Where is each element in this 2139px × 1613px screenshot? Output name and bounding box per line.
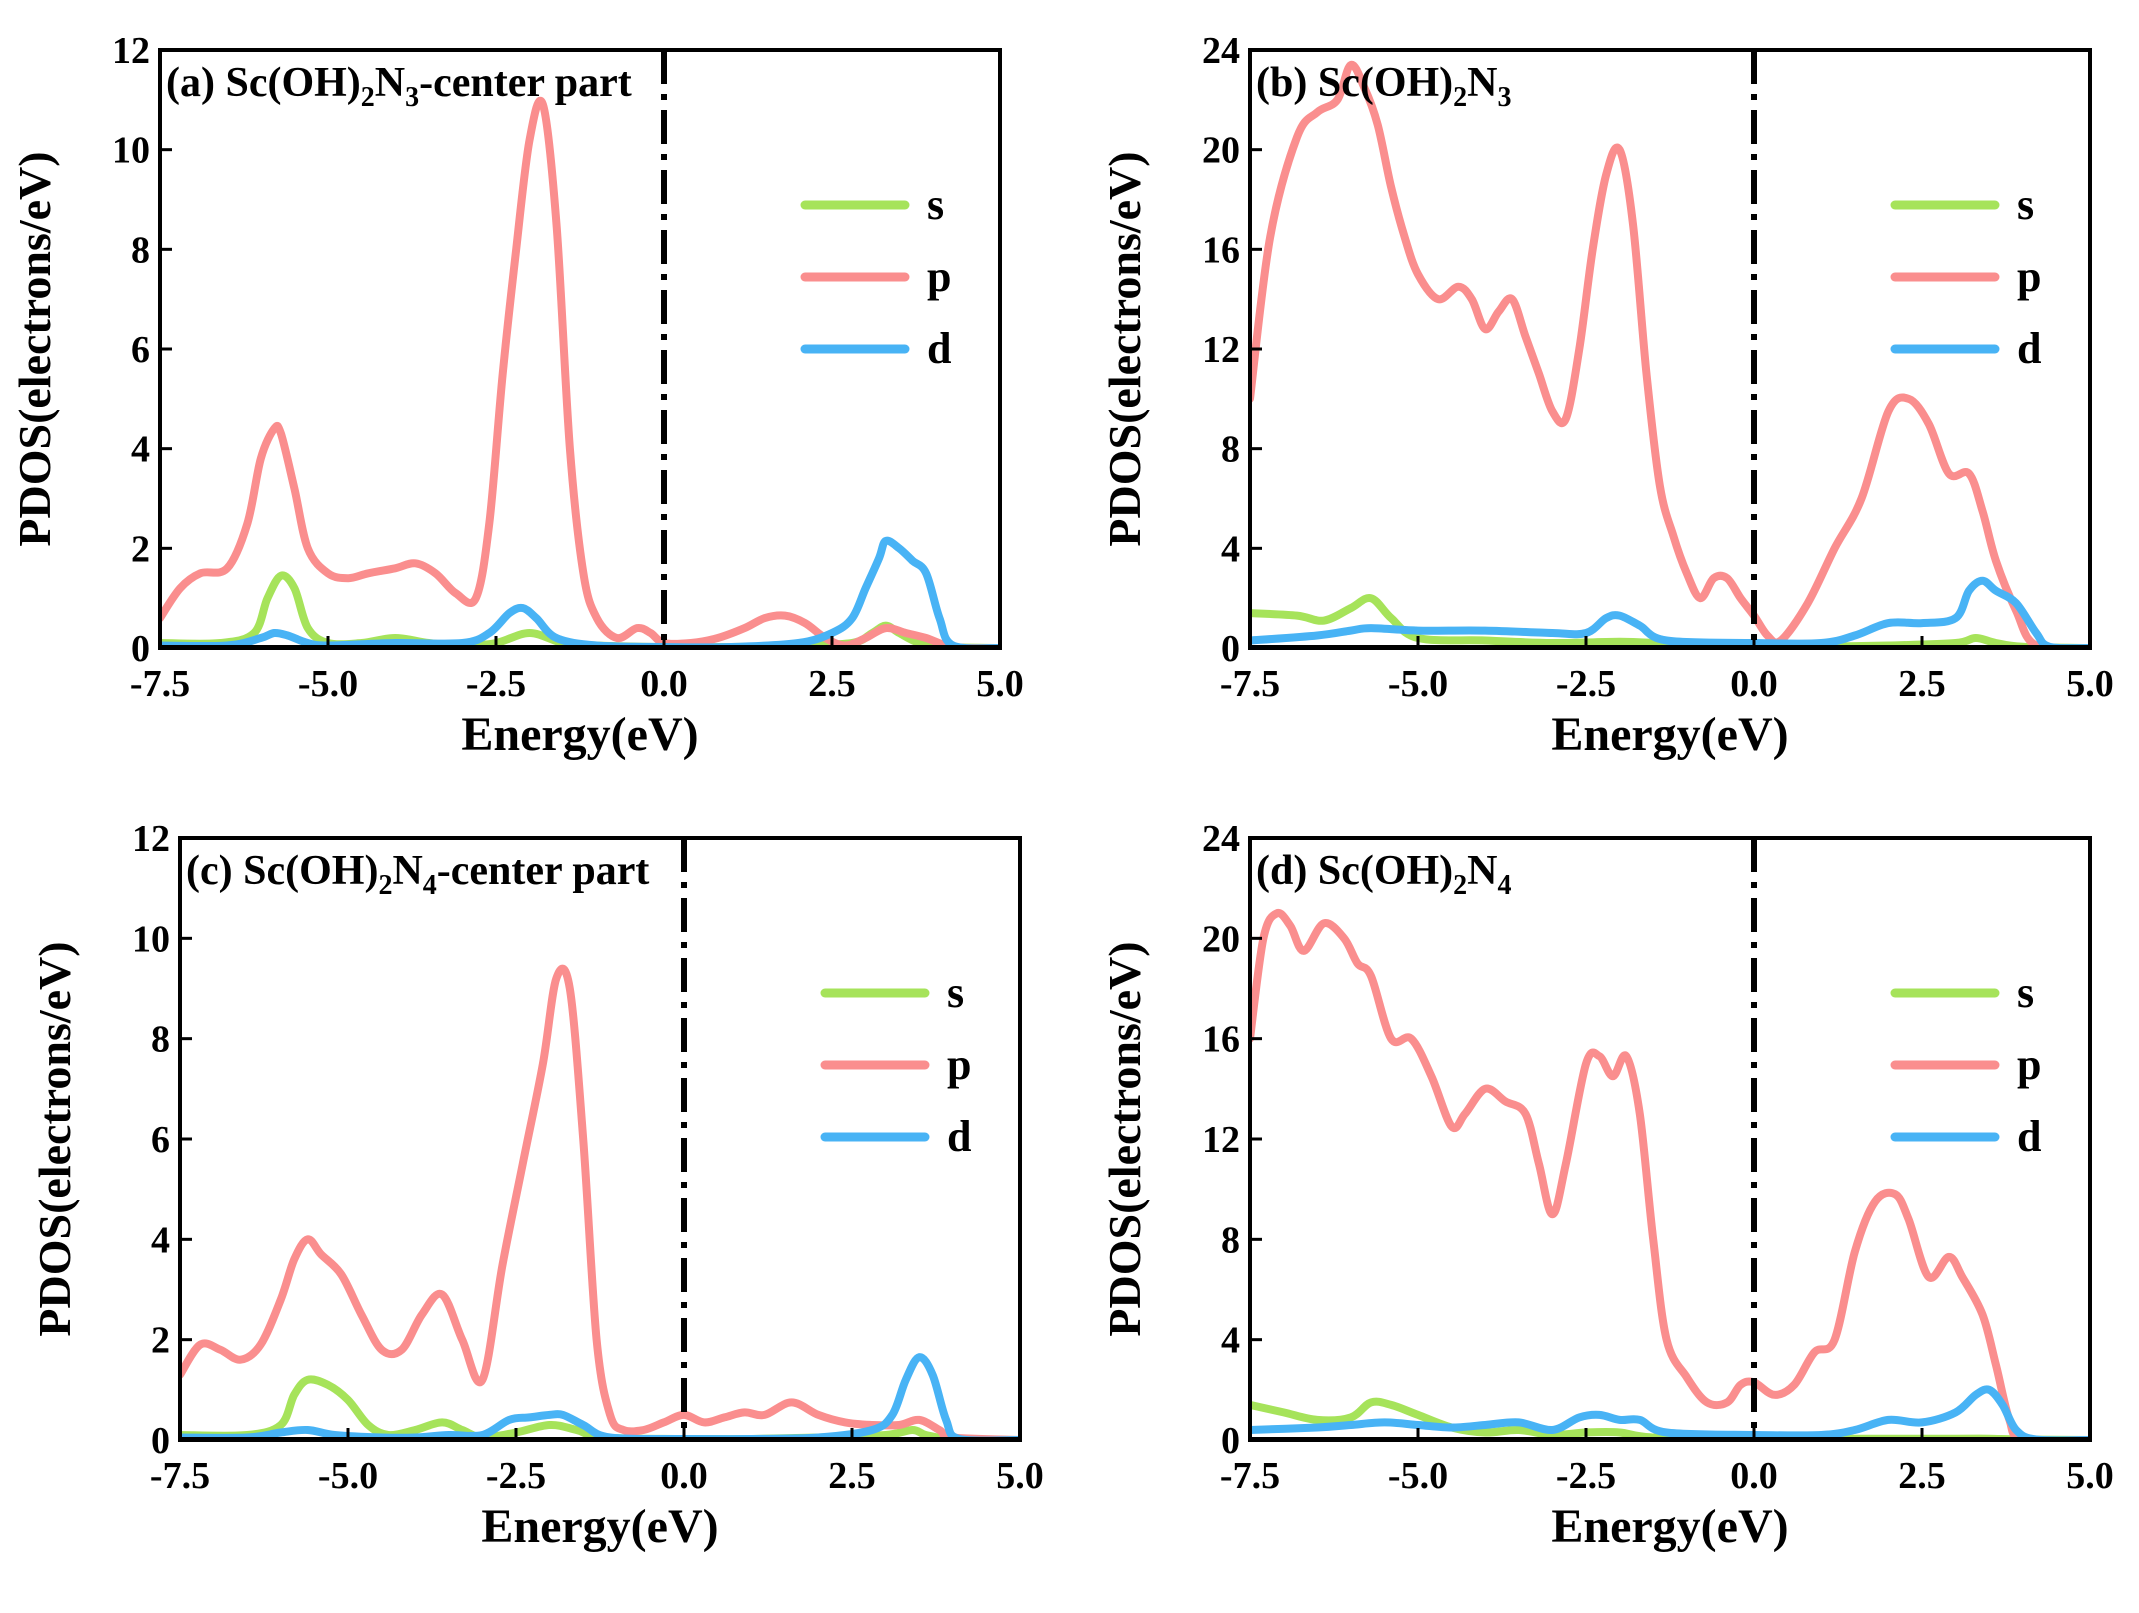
panel-c: -7.5 -5.0 -2.5 0.0 2.5 5.0 0 2 4 6 8 10 12 Energy(eV)…	[29, 818, 1044, 1553]
y-tick-label: 2	[151, 1320, 170, 1362]
x-tick-label: -7.5	[1220, 663, 1280, 705]
y-tick-label: 8	[1221, 429, 1240, 471]
x-axis-label: Energy(eV)	[1551, 1500, 1788, 1553]
legend-label-d: d	[927, 324, 951, 373]
y-tick-label: 20	[1202, 130, 1240, 172]
panel-title: (d) Sc(OH)2N4	[1256, 848, 1512, 901]
y-tick-label: 24	[1202, 818, 1240, 860]
x-tick-label: 2.5	[828, 1455, 876, 1497]
series-d-line	[180, 1353, 1020, 1440]
x-tick-label: 0.0	[640, 663, 688, 705]
x-tick-label: 0.0	[1730, 663, 1778, 705]
y-tick-label: 8	[1221, 1219, 1240, 1261]
x-axis-label: Energy(eV)	[461, 708, 698, 761]
panel-title: (b) Sc(OH)2N3	[1256, 60, 1512, 113]
panel-a: -7.5 -5.0 -2.5 0.0 2.5 5.0 0 2 4 6 8 10 12 Energy(eV)…	[9, 30, 1024, 761]
legend-label-d: d	[2017, 324, 2041, 373]
x-tick-label: 5.0	[996, 1455, 1044, 1497]
y-axis-label: PDOS(electrons/eV)	[29, 941, 80, 1336]
legend-label-p: p	[947, 1040, 971, 1089]
legend-label-p: p	[2017, 1040, 2041, 1089]
y-tick-label: 16	[1202, 1019, 1240, 1061]
panel-b: -7.5 -5.0 -2.5 0.0 2.5 5.0 0 4 8 12 16 20 24 Energy(e…	[1099, 30, 2114, 761]
legend-label-d: d	[2017, 1112, 2041, 1161]
y-tick-label: 6	[131, 329, 150, 371]
x-tick-label: 5.0	[2066, 663, 2114, 705]
y-tick-label: 10	[112, 130, 150, 172]
panel-title: (a) Sc(OH)2N3-center part	[166, 60, 632, 113]
series-s-line	[1250, 593, 2090, 648]
x-tick-label: -2.5	[466, 663, 526, 705]
y-tick-label: 8	[151, 1019, 170, 1061]
x-tick-label: -5.0	[1388, 1455, 1448, 1497]
y-tick-label: 2	[131, 528, 150, 570]
x-tick-label: -2.5	[486, 1455, 546, 1497]
series-d-line	[1250, 1385, 2090, 1440]
series-p-line	[1250, 909, 2090, 1440]
y-tick-label: 20	[1202, 918, 1240, 960]
y-tick-label: 24	[1202, 30, 1240, 72]
legend-label-s: s	[2017, 968, 2034, 1017]
x-tick-label: -5.0	[318, 1455, 378, 1497]
y-tick-label: 4	[131, 429, 150, 471]
x-tick-label: -5.0	[298, 663, 358, 705]
y-tick-label: 6	[151, 1119, 170, 1161]
x-tick-label: -5.0	[1388, 663, 1448, 705]
x-tick-label: -7.5	[150, 1455, 210, 1497]
series-d-line	[1250, 576, 2090, 648]
y-tick-label: 0	[131, 628, 150, 670]
y-tick-label: 4	[1221, 528, 1240, 570]
y-tick-label: 12	[132, 818, 170, 860]
x-tick-label: -7.5	[130, 663, 190, 705]
series-p-line	[1250, 60, 2090, 648]
x-tick-label: 2.5	[1898, 663, 1946, 705]
x-tick-label: 5.0	[2066, 1455, 2114, 1497]
y-tick-label: 0	[1221, 628, 1240, 670]
x-axis-label: Energy(eV)	[481, 1500, 718, 1553]
legend-label-s: s	[947, 968, 964, 1017]
x-tick-label: -2.5	[1556, 1455, 1616, 1497]
x-tick-label: 0.0	[1730, 1455, 1778, 1497]
panel-d: -7.5 -5.0 -2.5 0.0 2.5 5.0 0 4 8 12 16 20 24 Energy(e…	[1099, 818, 2114, 1553]
panel-title: (c) Sc(OH)2N4-center part	[186, 848, 649, 901]
x-tick-label: 5.0	[976, 663, 1024, 705]
y-tick-label: 12	[1202, 1119, 1240, 1161]
x-tick-label: -2.5	[1556, 663, 1616, 705]
x-tick-label: 2.5	[808, 663, 856, 705]
y-tick-label: 4	[1221, 1320, 1240, 1362]
legend-label-s: s	[927, 180, 944, 229]
series-p-line	[180, 964, 1020, 1440]
y-tick-label: 12	[112, 30, 150, 72]
y-tick-label: 8	[131, 229, 150, 271]
legend-label-p: p	[927, 252, 951, 301]
legend-label-p: p	[2017, 252, 2041, 301]
legend-label-s: s	[2017, 180, 2034, 229]
x-tick-label: 0.0	[660, 1455, 708, 1497]
y-tick-label: 16	[1202, 229, 1240, 271]
y-tick-label: 12	[1202, 329, 1240, 371]
y-tick-label: 0	[151, 1420, 170, 1462]
x-axis-label: Energy(eV)	[1551, 708, 1788, 761]
y-tick-label: 0	[1221, 1420, 1240, 1462]
y-axis-label: PDOS(electrons/eV)	[1099, 941, 1150, 1336]
legend-label-d: d	[947, 1112, 971, 1161]
y-tick-label: 10	[132, 918, 170, 960]
x-tick-label: -7.5	[1220, 1455, 1280, 1497]
x-tick-label: 2.5	[1898, 1455, 1946, 1497]
y-tick-label: 4	[151, 1219, 170, 1261]
y-axis-label: PDOS(electrons/eV)	[9, 151, 60, 546]
y-axis-label: PDOS(electrons/eV)	[1099, 151, 1150, 546]
